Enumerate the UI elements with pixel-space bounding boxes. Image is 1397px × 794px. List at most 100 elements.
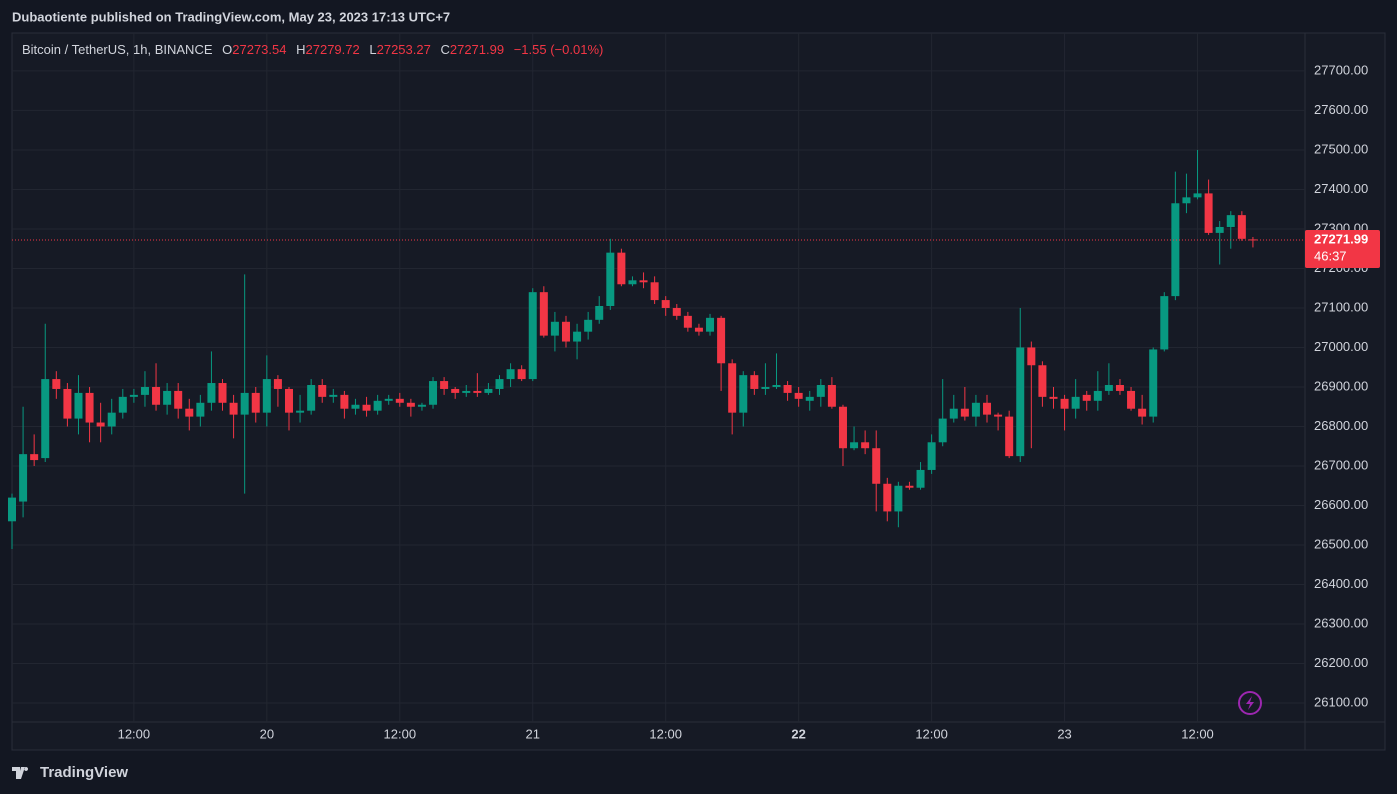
candle-body bbox=[284, 388, 293, 413]
x-tick-label: 12:00 bbox=[384, 726, 417, 741]
y-tick-label: 27000.00 bbox=[1314, 339, 1368, 354]
candle-body bbox=[373, 400, 382, 411]
y-tick-label: 26900.00 bbox=[1314, 378, 1368, 393]
candle-body bbox=[251, 392, 260, 413]
candle-body bbox=[1182, 197, 1191, 204]
candle-body bbox=[1193, 193, 1202, 198]
candle-body bbox=[1237, 215, 1246, 239]
candle-body bbox=[1138, 408, 1147, 417]
legend-symbol: Bitcoin / TetherUS, 1h, BINANCE bbox=[22, 42, 213, 57]
candle-body bbox=[207, 383, 216, 403]
candle-body bbox=[140, 386, 149, 395]
candle-body bbox=[451, 388, 460, 393]
candle-body bbox=[971, 402, 980, 417]
candle-body bbox=[152, 386, 161, 405]
candle-body bbox=[517, 369, 526, 380]
candle-body bbox=[19, 454, 28, 502]
x-tick-label: 22 bbox=[791, 726, 805, 741]
candle-body bbox=[118, 396, 127, 413]
candle-body bbox=[883, 483, 892, 512]
candle-body bbox=[273, 379, 282, 389]
candle-body bbox=[163, 390, 172, 405]
candle-body bbox=[1215, 226, 1224, 233]
candle-body bbox=[739, 375, 748, 413]
tradingview-logo: TradingView bbox=[12, 764, 128, 781]
candle-body bbox=[1093, 390, 1102, 401]
candle-body bbox=[528, 292, 537, 380]
candle-body bbox=[1005, 416, 1014, 457]
candle-body bbox=[539, 292, 548, 336]
legend-value: 27273.54 bbox=[232, 42, 286, 57]
x-tick-label: 20 bbox=[260, 726, 274, 741]
publish-header: Dubaotiente published on TradingView.com… bbox=[12, 9, 450, 24]
x-tick-label: 23 bbox=[1057, 726, 1071, 741]
candle-body bbox=[905, 485, 914, 488]
candle-body bbox=[805, 396, 814, 401]
candle-body bbox=[429, 381, 438, 405]
candle-body bbox=[1082, 394, 1091, 401]
candle-body bbox=[1038, 365, 1047, 397]
candle-body bbox=[794, 392, 803, 399]
legend-label: C bbox=[440, 42, 449, 57]
candle-body bbox=[650, 282, 659, 301]
candle-body bbox=[307, 385, 316, 411]
candle-body bbox=[296, 410, 305, 413]
legend-label: L bbox=[369, 42, 376, 57]
y-tick-label: 27600.00 bbox=[1314, 102, 1368, 117]
candle-body bbox=[1149, 349, 1158, 417]
legend-value: 27279.72 bbox=[306, 42, 360, 57]
candle-body bbox=[384, 398, 393, 401]
candle-body bbox=[318, 385, 327, 397]
candle-body bbox=[440, 381, 449, 389]
candle-body bbox=[938, 418, 947, 443]
y-tick-label: 27100.00 bbox=[1314, 299, 1368, 314]
candle-body bbox=[406, 402, 415, 407]
candle-body bbox=[1115, 385, 1124, 391]
candle-body bbox=[417, 404, 426, 407]
candle-body bbox=[661, 300, 670, 308]
candle-body bbox=[561, 321, 570, 342]
candle-body bbox=[960, 408, 969, 417]
grid bbox=[12, 33, 1305, 722]
x-tick-label: 12:00 bbox=[118, 726, 151, 741]
candle-body bbox=[916, 469, 925, 488]
candle-body bbox=[1060, 398, 1069, 409]
y-tick-label: 26600.00 bbox=[1314, 497, 1368, 512]
y-tick-label: 27500.00 bbox=[1314, 141, 1368, 156]
candle-body bbox=[41, 379, 50, 459]
candle-body bbox=[1027, 347, 1036, 366]
candle-body bbox=[484, 388, 493, 393]
candle-body bbox=[628, 280, 637, 285]
candle-body bbox=[850, 442, 859, 449]
candle-body bbox=[1016, 347, 1025, 457]
lightning-icon[interactable] bbox=[1238, 691, 1262, 715]
candle-body bbox=[672, 307, 681, 316]
candle-body bbox=[584, 319, 593, 332]
candle-body bbox=[827, 385, 836, 407]
candle-body bbox=[229, 402, 238, 415]
y-tick-label: 26400.00 bbox=[1314, 576, 1368, 591]
x-tick-label: 12:00 bbox=[1181, 726, 1214, 741]
candle-body bbox=[606, 252, 615, 306]
candle-body bbox=[872, 448, 881, 484]
legend-change: −1.55 (−0.01%) bbox=[514, 42, 604, 57]
candle-body bbox=[240, 392, 249, 415]
candle-body bbox=[495, 379, 504, 389]
candle-body bbox=[1127, 390, 1136, 409]
last-price-label: 27271.99 bbox=[1314, 231, 1368, 246]
x-tick-label: 21 bbox=[526, 726, 540, 741]
candle-body bbox=[30, 454, 39, 461]
candle-body bbox=[983, 402, 992, 415]
candles bbox=[8, 149, 1257, 549]
candle-body bbox=[340, 394, 349, 409]
candle-body bbox=[861, 442, 870, 449]
candle-body bbox=[174, 390, 183, 409]
last-price-tag bbox=[1305, 230, 1380, 269]
candle-body bbox=[362, 404, 371, 411]
candle-body bbox=[395, 398, 404, 403]
candle-body bbox=[728, 363, 737, 413]
candle-body bbox=[85, 392, 94, 423]
candle-body bbox=[8, 497, 16, 522]
